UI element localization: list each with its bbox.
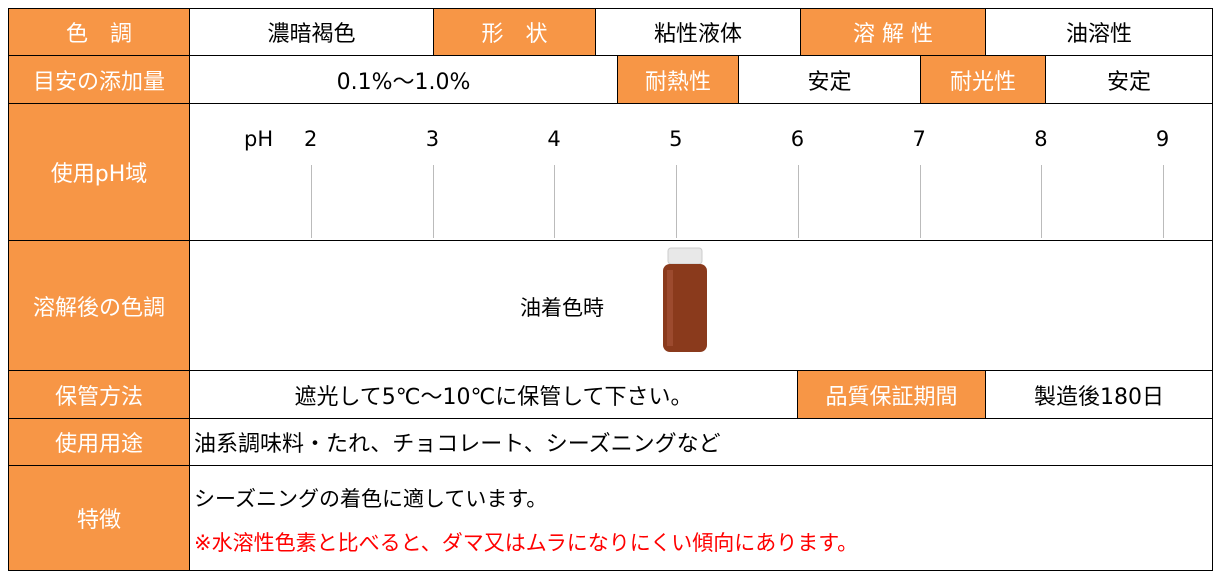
ph-tick-label: 4 — [547, 127, 560, 151]
ph-tick — [798, 165, 799, 238]
label-cell: 形 状 — [433, 8, 596, 56]
ph-tick — [433, 165, 434, 238]
ph-tick — [554, 165, 555, 238]
value-cell: 油溶性 — [985, 8, 1213, 56]
value-cell: 安定 — [738, 55, 921, 104]
value-cell: 安定 — [1045, 55, 1213, 104]
label-cell: 色 調 — [8, 8, 190, 56]
feature-line: ※水溶性色素と比べると、ダマ又はムラになりにくい傾向にあります。 — [194, 527, 858, 557]
label-cell: 特徴 — [8, 465, 190, 571]
ph-tick-label: 7 — [913, 127, 926, 151]
ph-tick-label: 8 — [1034, 127, 1047, 151]
value-cell: 粘性液体 — [595, 8, 801, 56]
value-cell: 0.1%〜1.0% — [189, 55, 618, 104]
label-cell: 目安の添加量 — [8, 55, 190, 104]
label-cell: 品質保証期間 — [797, 370, 986, 419]
ph-tick-label: 2 — [304, 127, 317, 151]
label-cell: 耐光性 — [920, 55, 1046, 104]
label-cell: 保管方法 — [8, 370, 190, 419]
label-cell: 使用用途 — [8, 418, 190, 466]
bottle — [660, 246, 710, 356]
value-cell: 濃暗褐色 — [189, 8, 434, 56]
ph-tick — [1163, 165, 1164, 238]
feature-line: シーズニングの着色に適しています。 — [194, 483, 547, 513]
value-cell: 油系調味料・たれ、チョコレート、シーズニングなど — [189, 418, 1213, 466]
label-cell: 耐熱性 — [617, 55, 739, 104]
ph-tick-label: 3 — [426, 127, 439, 151]
value-cell: 遮光して5℃〜10℃に保管して下さい。 — [189, 370, 798, 419]
ph-tick-label: 5 — [669, 127, 682, 151]
ph-tick-label: 9 — [1156, 127, 1169, 151]
value-cell: 製造後180日 — [985, 370, 1213, 419]
ph-tick — [676, 165, 677, 238]
ph-tick — [920, 165, 921, 238]
label-cell: 溶 解 性 — [800, 8, 986, 56]
caption: 油着色時 — [520, 292, 604, 322]
ph-tick — [1041, 165, 1042, 238]
label-cell: 溶解後の色調 — [8, 240, 190, 371]
ph-axis-label: pH — [244, 127, 273, 151]
page: 色 調濃暗褐色形 状粘性液体溶 解 性油溶性目安の添加量0.1%〜1.0%耐熱性… — [0, 0, 1219, 565]
ph-tick — [311, 165, 312, 238]
ph-scale — [189, 103, 1213, 241]
label-cell: 使用pH域 — [8, 103, 190, 241]
ph-tick-label: 6 — [791, 127, 804, 151]
